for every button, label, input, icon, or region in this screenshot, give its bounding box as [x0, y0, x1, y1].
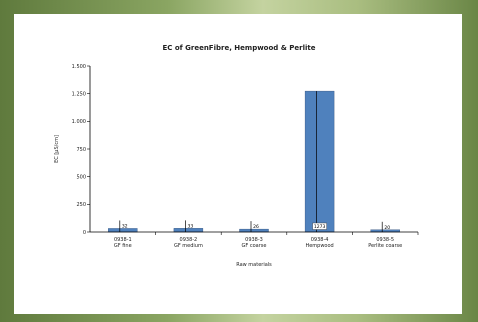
x-tick-code: 0938-4	[311, 237, 329, 243]
y-tick-label: 500	[76, 174, 86, 180]
y-axis-title: EC [µS/cm]	[54, 135, 60, 163]
x-axis-title: Raw materials	[236, 262, 272, 268]
x-tick-name: GF medium	[174, 243, 203, 249]
y-tick-label: 1.250	[72, 91, 86, 97]
bars: 32 33 26 1273 20	[108, 90, 400, 233]
y-tick-label: 1.000	[72, 119, 86, 125]
data-label: 26	[253, 224, 259, 230]
x-tick-code: 0938-5	[376, 237, 394, 243]
x-tick-code: 0938-1	[114, 237, 132, 243]
data-label: 32	[122, 223, 128, 229]
data-label-box	[312, 222, 327, 230]
y-tick-label: 750	[76, 147, 86, 153]
data-label: 1273	[314, 224, 326, 230]
x-axis-labels: 0938-1GF fine 0938-2GF medium 0938-3GF coa…	[114, 232, 419, 249]
slide-panel	[14, 14, 462, 314]
data-label: 33	[188, 223, 194, 229]
x-tick-name: GF coarse	[242, 243, 267, 249]
bar	[304, 90, 335, 233]
x-tick-code: 0938-3	[245, 237, 263, 243]
y-tick-label: 250	[76, 202, 86, 208]
x-tick-name: GF fine	[114, 243, 132, 249]
y-tick-label: 0	[83, 230, 86, 236]
y-axis-ticks: 0 250 500 750 1.000 1.250 1.500	[72, 64, 90, 236]
x-tick-name: Perlite coarse	[368, 243, 402, 249]
x-tick-code: 0938-2	[180, 237, 198, 243]
data-label: 20	[384, 225, 390, 231]
y-tick-label: 1.500	[72, 64, 86, 70]
x-tick-name: Hempwood	[305, 243, 333, 249]
chart-title: EC of GreenFibre, Hempwood & Perlite	[162, 44, 315, 52]
